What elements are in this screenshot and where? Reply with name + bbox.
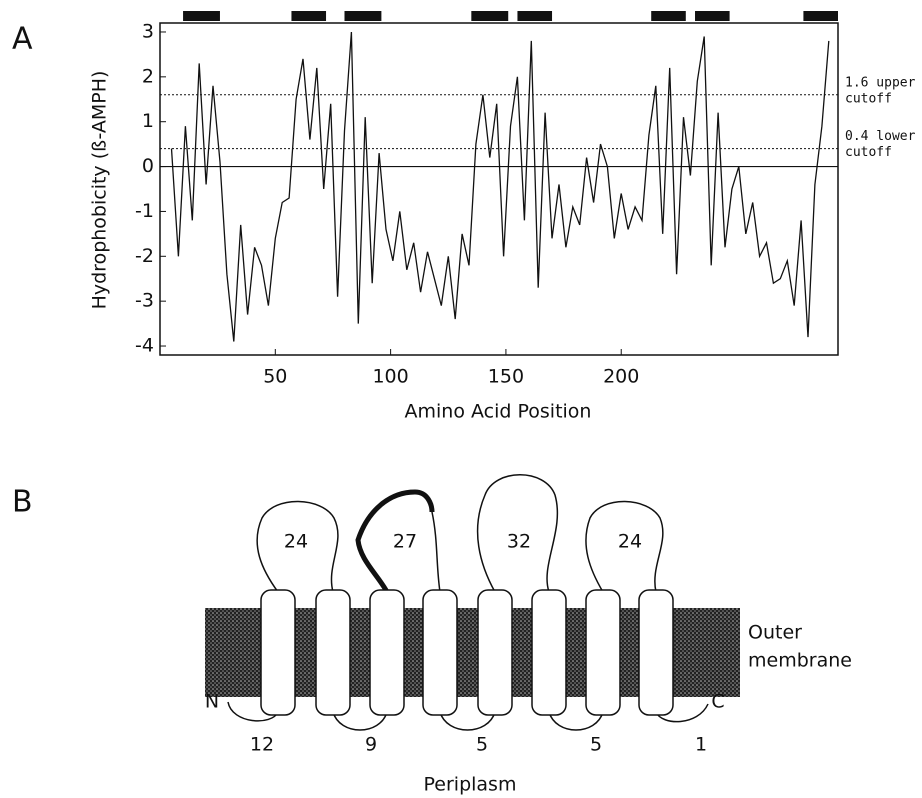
x-tick-label: 200 xyxy=(603,366,639,388)
turn xyxy=(439,711,496,731)
hydrophobicity-line xyxy=(170,31,830,342)
y-axis-label: Hydrophobicity (ß-AMPH) xyxy=(89,71,111,310)
strand xyxy=(477,589,513,716)
loops xyxy=(227,474,709,731)
y-tick-label: -3 xyxy=(135,290,154,312)
tm-segment xyxy=(291,11,327,21)
cutoff-label: 1.6 upper xyxy=(845,75,916,90)
strand xyxy=(260,589,296,716)
y-tick-label: 1 xyxy=(142,110,154,132)
strand xyxy=(531,589,567,716)
cutoff-label: 0.4 lower xyxy=(845,129,916,144)
turn-label: 12 xyxy=(250,734,274,756)
membrane-label: membrane xyxy=(748,650,852,672)
turn-label: 9 xyxy=(365,734,377,756)
plot-frame xyxy=(159,22,839,356)
loop-label: 24 xyxy=(284,531,308,553)
y-tick-label: -2 xyxy=(135,245,154,267)
panel-label: A xyxy=(12,22,33,57)
loop-label: 32 xyxy=(507,531,531,553)
y-tick-label: -1 xyxy=(135,200,154,222)
x-tick-label: 150 xyxy=(488,366,524,388)
loop xyxy=(256,500,339,593)
y-tick-label: 2 xyxy=(142,65,154,87)
x-tick-label: 100 xyxy=(372,366,408,388)
turn-label: 5 xyxy=(476,734,488,756)
tm-segment xyxy=(695,11,730,21)
y-tick-label: -4 xyxy=(135,335,154,357)
y-tick-label: 0 xyxy=(142,155,154,177)
tm-segment xyxy=(651,11,686,21)
c-terminus: C xyxy=(711,691,724,713)
cutoff-label: cutoff xyxy=(845,145,892,160)
turn-label: 5 xyxy=(590,734,602,756)
y-tick-label: 3 xyxy=(142,20,154,42)
cutoff-label: cutoff xyxy=(845,91,892,106)
tm-segment xyxy=(803,11,838,21)
tm-segment xyxy=(344,11,382,21)
strand xyxy=(422,589,458,716)
strands xyxy=(260,589,674,716)
periplasm-label: Periplasm xyxy=(424,774,517,796)
loop-label: 27 xyxy=(393,531,417,553)
tm-segment xyxy=(183,11,220,21)
tm-segment xyxy=(517,11,553,21)
loop-label: 24 xyxy=(618,531,642,553)
strand xyxy=(585,589,621,716)
loop-highlight xyxy=(355,489,435,594)
turn xyxy=(332,711,388,731)
membrane-label: Outer xyxy=(748,622,802,644)
turn xyxy=(548,711,604,731)
topology-diagram: B 24 27 32 24 12 9 5 xyxy=(12,474,852,796)
loop xyxy=(585,500,664,593)
x-axis-label: Amino Acid Position xyxy=(405,401,592,423)
strand xyxy=(369,589,405,716)
x-tick-label: 50 xyxy=(263,366,287,388)
strand xyxy=(315,589,351,716)
tm-segment xyxy=(471,11,509,21)
turn-label: 1 xyxy=(695,734,707,756)
panel-label: B xyxy=(12,485,33,520)
n-terminus: N xyxy=(205,691,219,713)
loop xyxy=(476,474,559,593)
strand xyxy=(638,589,674,716)
